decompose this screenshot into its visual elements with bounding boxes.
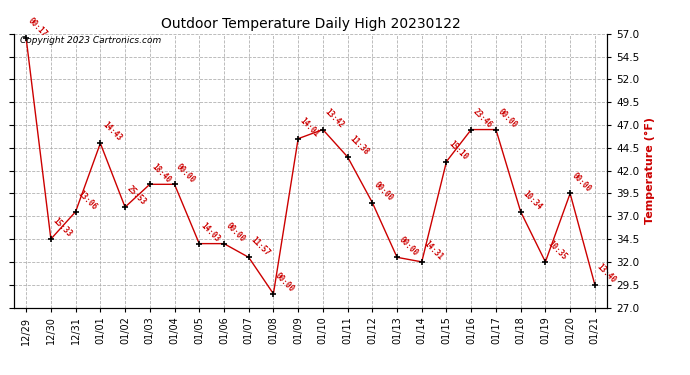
Text: 13:42: 13:42 [323, 107, 346, 130]
Text: 18:40: 18:40 [150, 162, 172, 184]
Text: 00:00: 00:00 [175, 162, 197, 184]
Text: 13:06: 13:06 [76, 189, 99, 211]
Text: 15:10: 15:10 [446, 139, 469, 162]
Text: 00:17: 00:17 [26, 16, 49, 38]
Y-axis label: Temperature (°F): Temperature (°F) [645, 117, 655, 224]
Text: Copyright 2023 Cartronics.com: Copyright 2023 Cartronics.com [20, 36, 161, 45]
Text: 14:03: 14:03 [199, 221, 222, 244]
Text: 14:43: 14:43 [100, 120, 123, 143]
Title: Outdoor Temperature Daily High 20230122: Outdoor Temperature Daily High 20230122 [161, 17, 460, 31]
Text: 10:34: 10:34 [521, 189, 544, 211]
Text: 00:00: 00:00 [570, 171, 593, 194]
Text: 11:38: 11:38 [348, 134, 371, 157]
Text: 23:46: 23:46 [471, 107, 494, 130]
Text: 00:00: 00:00 [273, 271, 296, 294]
Text: 14:01: 14:01 [298, 116, 321, 139]
Text: 15:33: 15:33 [51, 216, 74, 239]
Text: 00:00: 00:00 [496, 107, 519, 130]
Text: 25:53: 25:53 [125, 184, 148, 207]
Text: 14:31: 14:31 [422, 239, 444, 262]
Text: 00:00: 00:00 [224, 221, 247, 244]
Text: 10:35: 10:35 [545, 239, 568, 262]
Text: 11:57: 11:57 [248, 235, 271, 257]
Text: 00:00: 00:00 [373, 180, 395, 203]
Text: 00:00: 00:00 [397, 235, 420, 257]
Text: 13:40: 13:40 [595, 262, 618, 285]
